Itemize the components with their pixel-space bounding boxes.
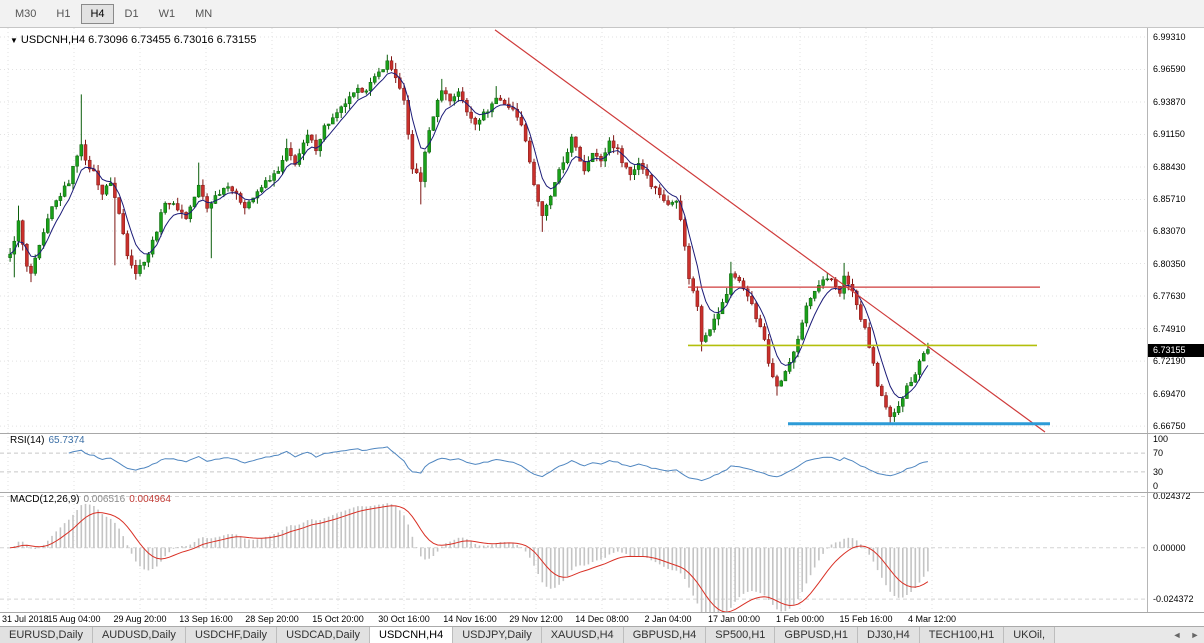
macd-scale-label: 0.024372 bbox=[1153, 491, 1191, 501]
price-scale-label: 6.91150 bbox=[1153, 129, 1185, 139]
price-scale-label: 6.77630 bbox=[1153, 291, 1186, 301]
tabs-scroll-right[interactable]: ► bbox=[1190, 630, 1200, 640]
time-axis-label: 29 Nov 12:00 bbox=[509, 614, 563, 624]
macd-label: MACD(12,26,9) 0.006516 0.004964 bbox=[10, 494, 171, 505]
time-axis-label: 15 Oct 20:00 bbox=[312, 614, 364, 624]
price-scale-label: 6.66750 bbox=[1153, 421, 1186, 431]
tab-eurusd-daily[interactable]: EURUSD,Daily bbox=[0, 627, 93, 643]
chart-tabs-bar: EURUSD,Daily AUDUSD,Daily USDCHF,Daily USDC… bbox=[0, 626, 1204, 643]
price-scale-label: 6.93870 bbox=[1153, 97, 1186, 107]
price-scale-label: 6.72190 bbox=[1153, 356, 1186, 366]
tab-usdjpy-daily[interactable]: USDJPY,Daily bbox=[453, 627, 542, 643]
chart-marker-icon: ▼ bbox=[10, 36, 18, 45]
time-axis-label: 1 Feb 00:00 bbox=[775, 614, 825, 624]
tab-tech100-h1[interactable]: TECH100,H1 bbox=[919, 627, 1005, 643]
tab-usdchf-daily[interactable]: USDCHF,Daily bbox=[185, 627, 278, 643]
tab-gbpusd-h1[interactable]: GBPUSD,H1 bbox=[775, 627, 858, 643]
rsi-panel[interactable] bbox=[0, 433, 1147, 492]
panel-separator[interactable] bbox=[0, 433, 1204, 434]
timeframe-button-m30[interactable]: M30 bbox=[15, 7, 37, 20]
panel-separator[interactable] bbox=[0, 492, 1204, 493]
chart-title: ▼ USDCNH,H4 6.73096 6.73455 6.73016 6.731… bbox=[10, 34, 256, 46]
rsi-scale-label: 30 bbox=[1153, 467, 1164, 477]
macd-value-main: 0.006516 bbox=[83, 494, 126, 505]
timeframe-button-mn[interactable]: MN bbox=[195, 7, 213, 20]
tab-usdcad-daily[interactable]: USDCAD,Daily bbox=[277, 627, 371, 643]
tab-xauusd-h4[interactable]: XAUUSD,H4 bbox=[541, 627, 624, 643]
macd-scale-label: -0.024372 bbox=[1153, 594, 1194, 604]
timeframe-button-h1[interactable]: H1 bbox=[56, 7, 71, 20]
price-chart[interactable] bbox=[0, 28, 1147, 433]
current-price-tag: 6.73155 bbox=[1148, 344, 1204, 357]
chart-workspace: 6.99310 6.96590 6.93870 6.91150 6.88430 6.857… bbox=[0, 28, 1204, 626]
time-axis-label: 15 Aug 04:00 bbox=[47, 614, 101, 624]
price-scale-label: 6.80350 bbox=[1153, 259, 1186, 269]
price-scale-label: 6.99310 bbox=[1153, 32, 1186, 42]
rsi-value: 65.7374 bbox=[48, 435, 85, 446]
time-axis-label: 28 Sep 20:00 bbox=[245, 614, 299, 624]
timeframe-toolbar: M30 H1 H4 D1 W1 MN bbox=[0, 0, 1204, 28]
price-scale-label: 6.85710 bbox=[1153, 194, 1186, 204]
panel-separator[interactable] bbox=[0, 612, 1204, 613]
timeframe-button-d1[interactable]: D1 bbox=[124, 7, 139, 20]
time-axis-label: 15 Feb 16:00 bbox=[839, 614, 893, 624]
tab-dj30-h4[interactable]: DJ30,H4 bbox=[858, 627, 920, 643]
price-scale-label: 6.88430 bbox=[1153, 162, 1186, 172]
tab-ukoil[interactable]: UKOil, bbox=[1004, 627, 1055, 643]
rsi-label: RSI(14) 65.7374 bbox=[10, 435, 85, 446]
rsi-scale-label: 70 bbox=[1153, 448, 1164, 458]
macd-name: MACD(12,26,9) bbox=[10, 494, 80, 505]
price-scale-label: 6.74910 bbox=[1153, 324, 1186, 334]
macd-panel[interactable] bbox=[0, 492, 1147, 612]
time-axis-label: 13 Sep 16:00 bbox=[179, 614, 233, 624]
chart-ohlc-values: 6.73096 6.73455 6.73016 6.73155 bbox=[88, 34, 257, 46]
time-axis-label: 17 Jan 00:00 bbox=[707, 614, 761, 624]
timeframe-button-w1[interactable]: W1 bbox=[158, 7, 176, 20]
price-scale-label: 6.69470 bbox=[1153, 389, 1186, 399]
macd-value-signal: 0.004964 bbox=[129, 494, 171, 505]
price-scale-label: 6.83070 bbox=[1153, 226, 1186, 236]
chart-symbol-label: USDCNH,H4 bbox=[20, 34, 86, 46]
macd-scale-label: 0.00000 bbox=[1153, 543, 1186, 553]
rsi-scale-label: 0 bbox=[1153, 481, 1159, 491]
time-axis-label: 31 Jul 2018 bbox=[2, 614, 49, 624]
time-axis-label: 29 Aug 20:00 bbox=[113, 614, 167, 624]
time-axis[interactable]: 31 Jul 2018 15 Aug 04:00 29 Aug 20:00 13 Se… bbox=[0, 613, 1147, 626]
time-axis-label: 2 Jan 04:00 bbox=[644, 614, 692, 624]
rsi-scale-label: 100 bbox=[1153, 434, 1169, 444]
time-axis-label: 30 Oct 16:00 bbox=[378, 614, 430, 624]
tab-sp500-h1[interactable]: SP500,H1 bbox=[706, 627, 776, 643]
rsi-name: RSI(14) bbox=[10, 435, 45, 446]
tab-gbpusd-h4[interactable]: GBPUSD,H4 bbox=[623, 627, 707, 643]
tabs-scroll-left[interactable]: ◄ bbox=[1172, 630, 1182, 640]
timeframe-button-h4[interactable]: H4 bbox=[81, 3, 114, 24]
price-scale[interactable]: 6.99310 6.96590 6.93870 6.91150 6.88430 6.857… bbox=[1147, 28, 1204, 612]
time-axis-label: 4 Mar 12:00 bbox=[907, 614, 957, 624]
price-scale-label: 6.96590 bbox=[1153, 64, 1186, 74]
time-axis-label: 14 Dec 08:00 bbox=[575, 614, 629, 624]
tab-audusd-daily[interactable]: AUDUSD,Daily bbox=[92, 627, 186, 643]
tab-usdcnh-h4[interactable]: USDCNH,H4 bbox=[370, 627, 454, 643]
time-axis-label: 14 Nov 16:00 bbox=[443, 614, 497, 624]
